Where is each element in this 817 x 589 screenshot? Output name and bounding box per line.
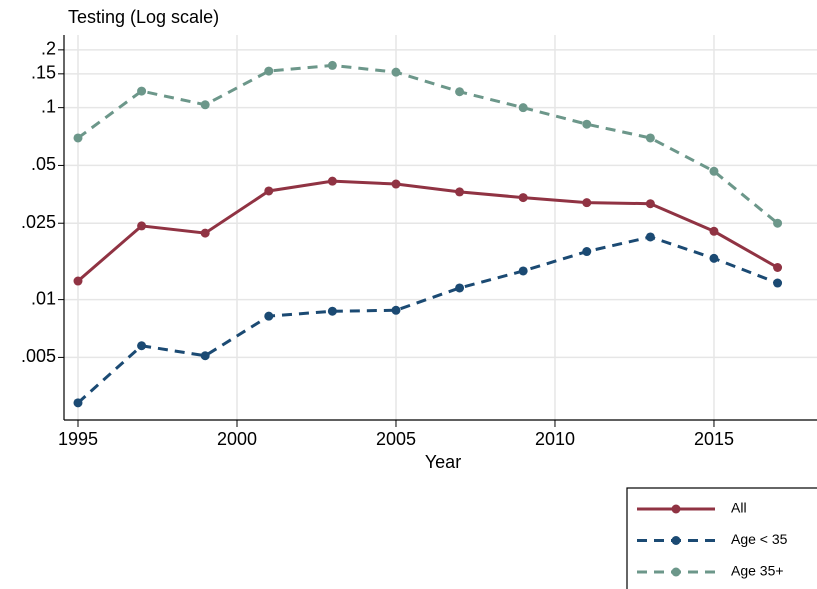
data-point [709,253,719,263]
data-point [73,398,83,408]
x-tick-label: 2005 [376,429,416,449]
legend-marker [671,536,681,545]
x-axis-label: Year [425,452,461,472]
data-point [264,186,274,196]
data-point [709,226,719,236]
data-point [582,119,592,129]
data-point [582,247,592,257]
data-point [137,221,147,231]
data-point [773,278,783,288]
series-line [77,63,779,225]
data-point [391,179,401,189]
data-point [73,133,83,143]
data-point [773,218,783,228]
data-point [709,166,719,176]
legend-label: All [731,500,747,516]
data-point [327,60,337,70]
y-tick-label: .1 [41,96,56,116]
data-point [455,283,465,293]
data-point [327,176,337,186]
data-point [582,198,592,208]
data-point [264,311,274,321]
legend-label: Age 35+ [731,563,784,579]
data-point [645,133,655,143]
data-point [200,100,210,110]
data-point [391,305,401,315]
data-point [200,228,210,238]
data-point [773,262,783,272]
data-point [391,67,401,77]
y-tick-label: .025 [21,212,56,232]
data-point [645,199,655,209]
legend-marker [671,567,681,577]
y-tick-label: .2 [41,39,56,59]
x-tick-label: 2000 [217,429,257,449]
y-tick-label: .15 [31,63,56,83]
y-tick-label: .05 [31,154,56,174]
data-point [200,351,210,361]
y-tick-label: .01 [31,288,56,308]
data-point [518,193,528,203]
legend-label: Age < 35 [731,531,788,547]
legend-box [626,487,817,589]
data-point [518,103,528,113]
chart-title: Testing (Log scale) [68,7,219,27]
x-tick-label: 2015 [694,429,734,449]
legend-marker [671,504,681,514]
series-line [76,235,779,404]
data-point [455,87,465,97]
data-point [264,66,274,76]
y-tick-label: .005 [21,346,56,366]
data-point [327,306,337,316]
data-point [137,86,147,96]
data-point [518,266,528,276]
legend: All Age < 35 Age 35+ [626,487,817,589]
series-line [77,179,779,283]
x-tick-label: 2010 [535,429,575,449]
data-point [73,276,83,286]
x-tick-label: 1995 [58,429,98,449]
data-point [137,341,147,351]
data-point [645,232,655,242]
data-point [455,187,465,197]
